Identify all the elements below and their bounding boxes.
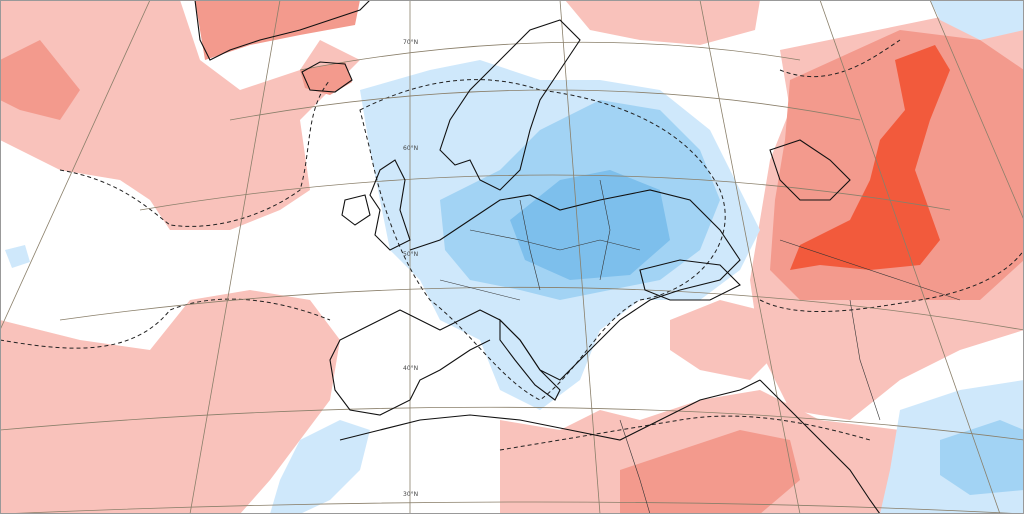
warm-region-atlantic-west-darker: [0, 40, 80, 120]
cold-region-europe-strong: [510, 170, 670, 280]
border-4: [439, 279, 521, 301]
parallel-20: [0, 501, 1024, 514]
border-6: [849, 299, 881, 421]
meridian-3: [189, 0, 281, 514]
cold-anomaly-layer: [5, 0, 1024, 514]
meridian-5: [699, 0, 801, 514]
warm-region-atlantic-south: [0, 290, 340, 514]
border-5: [779, 239, 961, 301]
contour-sahara: [499, 415, 871, 451]
contour-atlantic: [59, 79, 331, 227]
parallel-60: [229, 89, 861, 121]
coast-caspian: [769, 139, 851, 201]
cold-region-atlantic-spot: [5, 245, 30, 268]
cold-region-greenland-coast: [930, 0, 1024, 40]
meridian-4: [0, 0, 151, 331]
cold-region-iberia-coast: [270, 420, 370, 514]
coast-black-sea: [639, 259, 741, 301]
warm-region-atlantic-west: [0, 0, 360, 230]
coast-scandinavia: [439, 19, 581, 191]
warm-region-russia-strong: [790, 45, 950, 270]
coast-italy: [499, 318, 561, 401]
coast-north-africa: [339, 379, 761, 441]
country-borders: [439, 179, 961, 514]
border-1: [469, 229, 641, 251]
meridian-6: [819, 0, 1001, 514]
warm-region-anatolia: [670, 300, 780, 380]
coast-red-sea: [759, 379, 881, 514]
warm-region-sahara-medium: [620, 430, 800, 514]
border-3: [599, 179, 611, 281]
lat-label-50: 50°N: [403, 251, 418, 258]
lat-label-60: 60°N: [403, 145, 418, 152]
parallel-40: [59, 286, 1024, 331]
contour-europe-cold: [359, 79, 726, 401]
border-2: [519, 199, 541, 291]
anomaly-contours: [0, 39, 1024, 451]
latitude-labels: 70°N 60°N 50°N 40°N 30°N: [403, 39, 418, 498]
warm-region-greenland: [195, 0, 360, 60]
lat-label-40: 40°N: [403, 365, 418, 372]
warm-region-barents: [565, 0, 760, 45]
meridian-1: [559, 0, 601, 514]
coast-greenland: [194, 0, 371, 61]
coastlines: [194, 0, 881, 514]
lat-label-30: 30°N: [403, 491, 418, 498]
warm-region-iceland: [300, 62, 352, 95]
parallel-70: [299, 41, 801, 71]
meridian-7: [929, 0, 1024, 221]
coast-iceland: [301, 61, 353, 93]
lat-label-70: 70°N: [403, 39, 418, 46]
border-7: [619, 419, 651, 514]
cold-region-southeast-medium: [940, 420, 1024, 495]
contour-russia: [759, 39, 1024, 312]
parallel-30: [0, 406, 1024, 441]
coast-british-isles: [341, 159, 411, 251]
